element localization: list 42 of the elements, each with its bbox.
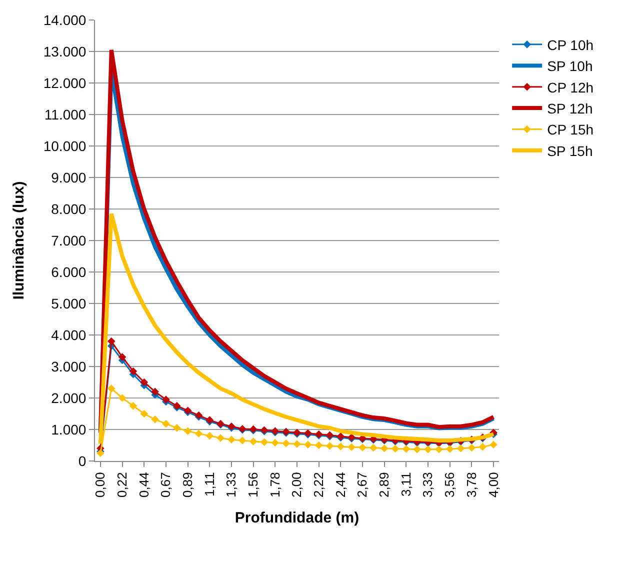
legend-label: CP 10h bbox=[547, 36, 594, 53]
x-tick-label: 3,33 bbox=[420, 472, 436, 498]
x-tick-label: 0,00 bbox=[92, 472, 108, 498]
x-tick-label: 4,00 bbox=[486, 472, 501, 498]
x-tick-label: 0,22 bbox=[114, 472, 130, 498]
legend-label: CP 12h bbox=[547, 79, 594, 96]
y-tick-label: 3.000 bbox=[51, 358, 86, 374]
legend-label: CP 15h bbox=[547, 122, 594, 138]
y-tick-label: 8.000 bbox=[51, 200, 86, 217]
legend-label: SP 10h bbox=[547, 58, 593, 74]
x-tick-label: 3,78 bbox=[464, 472, 479, 498]
y-tick-label: 7.000 bbox=[51, 232, 86, 248]
y-tick-label: 13.000 bbox=[43, 43, 86, 60]
y-tick-label: 12.000 bbox=[43, 74, 86, 91]
y-tick-label: 14.000 bbox=[43, 12, 86, 28]
x-axis-title: Profundidade (m) bbox=[234, 510, 360, 527]
legend-label: SP 15h bbox=[547, 142, 593, 159]
x-tick-label: 2,67 bbox=[354, 472, 370, 498]
y-tick-label: 4.000 bbox=[51, 326, 86, 343]
legend-label: SP 12h bbox=[547, 100, 593, 116]
y-tick-label: 0 bbox=[78, 452, 86, 469]
y-tick-label: 1.000 bbox=[51, 421, 86, 438]
x-tick-label: 2,00 bbox=[289, 472, 304, 498]
x-tick-label: 1,78 bbox=[267, 472, 282, 498]
y-tick-label: 2.000 bbox=[51, 390, 86, 406]
y-tick-label: 5.000 bbox=[51, 295, 86, 312]
x-tick-label: 2,22 bbox=[311, 472, 326, 498]
x-tick-label: 2,44 bbox=[332, 472, 348, 498]
y-tick-label: 10.000 bbox=[43, 138, 86, 154]
x-tick-label: 1,33 bbox=[224, 472, 239, 498]
y-tick-label: 11.000 bbox=[44, 106, 86, 122]
x-tick-label: 1,56 bbox=[246, 472, 261, 498]
x-tick-label: 1,11 bbox=[202, 472, 217, 497]
y-axis-title: Iluminância (lux) bbox=[10, 181, 28, 300]
y-tick-label: 9.000 bbox=[51, 169, 86, 186]
x-tick-label: 2,89 bbox=[376, 472, 392, 498]
x-tick-label: 0,89 bbox=[180, 472, 196, 498]
x-tick-label: 0,44 bbox=[136, 472, 152, 498]
x-tick-label: 3,11 bbox=[398, 472, 414, 497]
x-tick-label: 0,67 bbox=[158, 472, 174, 498]
y-tick-label: 6.000 bbox=[51, 264, 86, 280]
x-tick-label: 3,56 bbox=[442, 472, 458, 498]
